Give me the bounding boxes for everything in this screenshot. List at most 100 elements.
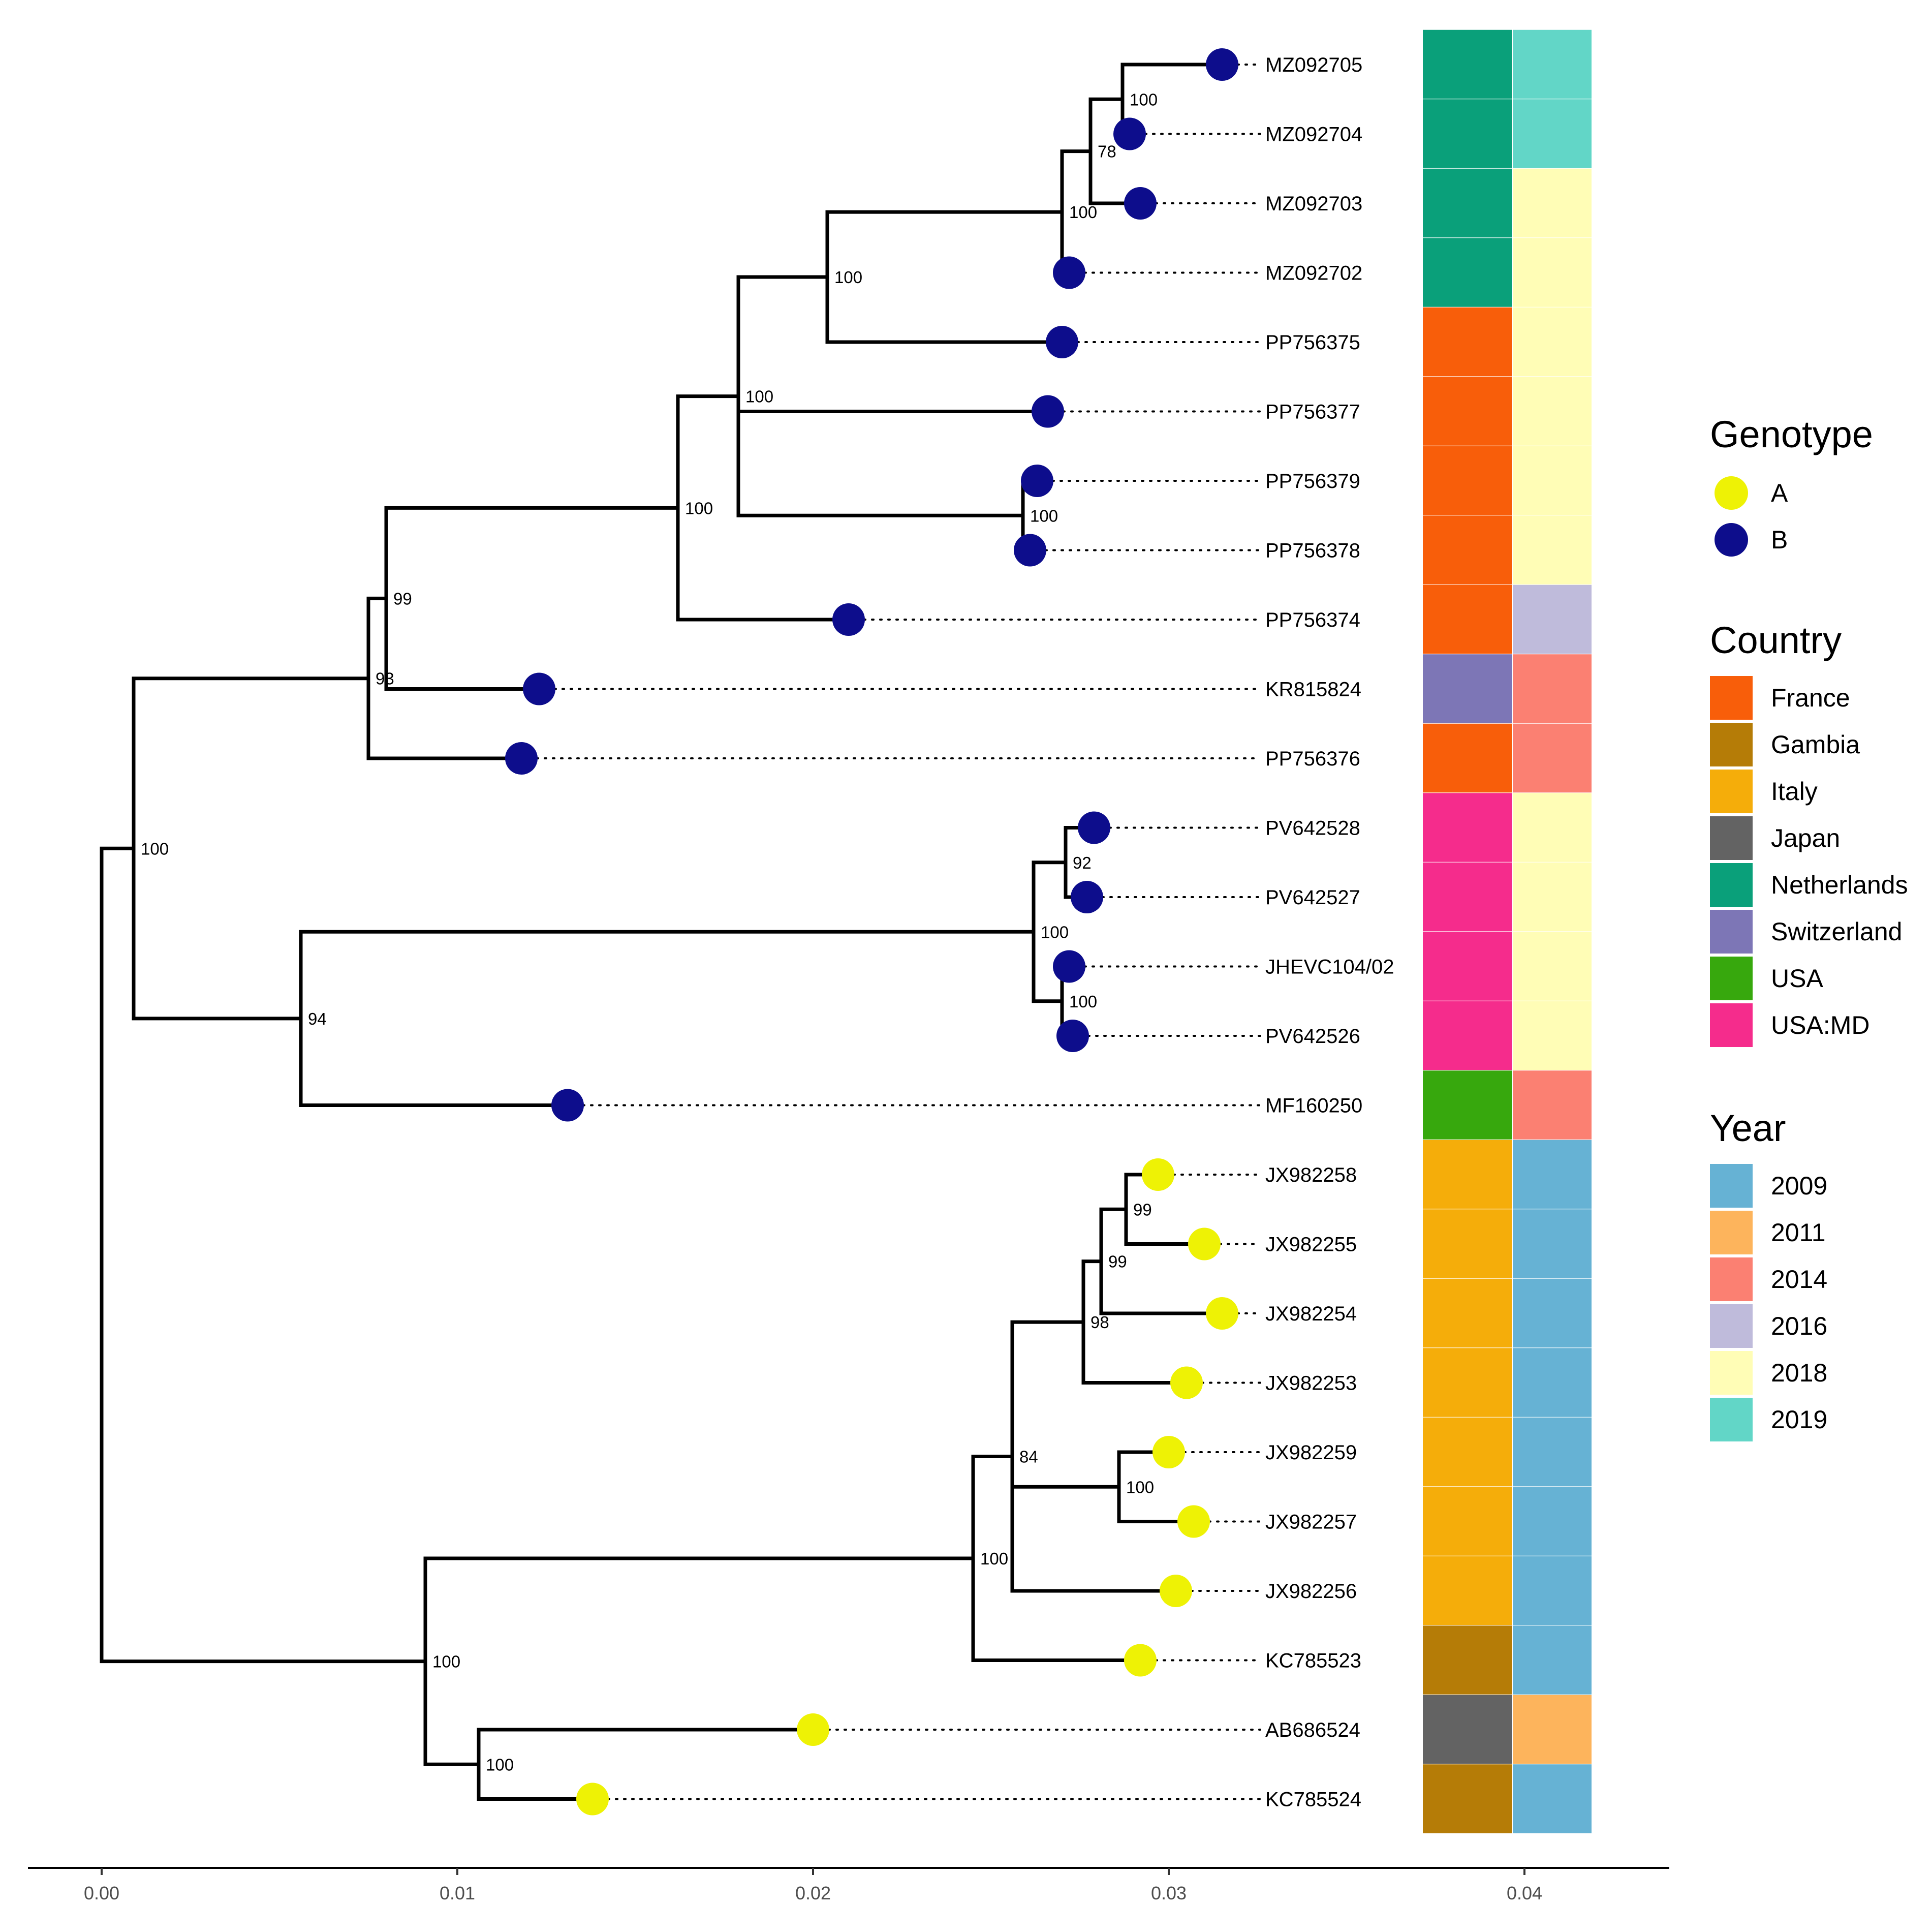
heatmap-cell-country	[1423, 1278, 1512, 1348]
tip-label: AB686524	[1265, 1719, 1360, 1741]
tip-label: MZ092702	[1265, 262, 1362, 285]
heatmap-cell-year	[1513, 1556, 1592, 1625]
legend-swatch-year	[1710, 1257, 1753, 1301]
heatmap-cell-country	[1423, 1625, 1512, 1695]
heatmap-cell-country	[1423, 654, 1512, 723]
tip-point-genotype-A	[1152, 1436, 1185, 1468]
tip-point-genotype-B	[1053, 256, 1085, 289]
heatmap-cell-country	[1423, 1070, 1512, 1140]
x-axis-tick-label: 0.04	[1507, 1883, 1542, 1903]
tree-branches	[100, 63, 1222, 1801]
tip-point-genotype-A	[1206, 1297, 1238, 1330]
tip-label: MZ092703	[1265, 193, 1362, 215]
support-label-n9: 100	[1130, 90, 1158, 109]
legend-swatch-country	[1710, 816, 1753, 860]
heatmap-cell-country	[1423, 1556, 1512, 1625]
legend-label-country: USA:MD	[1771, 1011, 1869, 1039]
heatmap-cell-year	[1513, 1209, 1592, 1278]
heatmap-cell-country	[1423, 29, 1512, 99]
tip-point-genotype-A	[1170, 1366, 1203, 1399]
tip-point-genotype-B	[832, 603, 865, 636]
legend-swatch-genotype-B	[1715, 523, 1748, 557]
heatmap-cell-country	[1423, 446, 1512, 515]
legend-label-country: USA	[1771, 964, 1823, 993]
legend-label-year: 2009	[1771, 1172, 1827, 1200]
legend-label-genotype: A	[1771, 479, 1788, 507]
tip-leader-lines	[536, 64, 1261, 1800]
support-label-n1: 100	[141, 839, 169, 858]
legend-label-country: Gambia	[1771, 730, 1860, 759]
support-label-n10: 100	[1030, 506, 1058, 525]
tip-label: JX982256	[1265, 1580, 1357, 1603]
bootstrap-support-labels: 100 93 99 100 100 100 100 78 100 100 94 100 100 92 100…	[141, 90, 1158, 1774]
x-axis-tick-label: 0.00	[84, 1883, 119, 1903]
legend-title-country: Country	[1710, 619, 1842, 661]
support-label-n22: 100	[486, 1755, 514, 1774]
heatmap-cell-year	[1513, 1695, 1592, 1764]
support-label-n21: 100	[1126, 1478, 1154, 1496]
legend-swatch-country	[1710, 723, 1753, 766]
support-label-n13: 100	[1069, 992, 1097, 1011]
legend-swatch-country	[1710, 676, 1753, 720]
tip-point-genotype-B	[1046, 326, 1078, 358]
heatmap-cell-country	[1423, 168, 1512, 238]
legend-title-year: Year	[1710, 1107, 1786, 1149]
heatmap-cell-year	[1513, 1278, 1592, 1348]
tip-label: PV642527	[1265, 886, 1360, 909]
tip-point-genotype-B	[523, 672, 555, 705]
support-label-n17: 84	[1019, 1448, 1038, 1466]
tip-label: KR815824	[1265, 679, 1361, 701]
legend-swatch-country	[1710, 770, 1753, 813]
legend-label-year: 2011	[1771, 1218, 1826, 1247]
metadata-heatmap	[1423, 29, 1592, 1833]
heatmap-cell-year	[1513, 793, 1592, 862]
heatmap-cell-year	[1513, 307, 1592, 377]
tip-point-genotype-A	[797, 1713, 829, 1746]
legend-swatch-country	[1710, 1003, 1753, 1047]
heatmap-cell-country	[1423, 1417, 1512, 1487]
heatmap-cell-year	[1513, 654, 1592, 723]
heatmap-cell-year	[1513, 1070, 1592, 1140]
tip-label: PV642526	[1265, 1025, 1360, 1048]
tip-label: PP756377	[1265, 401, 1360, 423]
tip-point-genotype-B	[1021, 465, 1053, 497]
tip-label: MZ092704	[1265, 124, 1362, 146]
heatmap-cell-country	[1423, 793, 1512, 862]
tip-label: PV642528	[1265, 817, 1360, 840]
tip-label: JX982255	[1265, 1234, 1357, 1256]
support-label-n7: 100	[1069, 203, 1097, 222]
tip-label: JHEVC104/02	[1265, 956, 1394, 978]
tip-point-genotype-B	[1206, 48, 1238, 81]
support-label-n19: 99	[1108, 1252, 1127, 1271]
x-axis-tick-label: 0.02	[795, 1883, 831, 1903]
tip-point-genotype-B	[1053, 950, 1085, 983]
tip-label: JX982258	[1265, 1164, 1357, 1186]
support-label-n2: 93	[376, 669, 394, 688]
legend-label-genotype: B	[1771, 526, 1788, 554]
heatmap-cell-year	[1513, 446, 1592, 515]
support-label-n4: 100	[685, 499, 713, 517]
tip-point-genotype-B	[1014, 534, 1046, 567]
legend-title-genotype: Genotype	[1710, 413, 1873, 455]
heatmap-cell-country	[1423, 1348, 1512, 1417]
tip-point-genotype-B	[1032, 395, 1064, 428]
tip-label: JX982254	[1265, 1303, 1357, 1325]
tip-label: KC785523	[1265, 1650, 1361, 1672]
heatmap-cell-country	[1423, 307, 1512, 377]
support-label-n3: 99	[393, 589, 412, 608]
heatmap-cell-country	[1423, 1140, 1512, 1209]
heatmap-cell-country	[1423, 99, 1512, 168]
tip-label: KC785524	[1265, 1789, 1361, 1811]
legend-swatch-country	[1710, 863, 1753, 907]
tip-points	[505, 48, 1238, 1816]
x-axis-tick-label: 0.01	[440, 1883, 475, 1903]
legend-swatch-year	[1710, 1398, 1753, 1441]
tip-point-genotype-A	[1188, 1227, 1221, 1261]
legend-label-country: Switzerland	[1771, 917, 1902, 946]
legend-label-country: France	[1771, 684, 1850, 712]
legend-swatch-year	[1710, 1351, 1753, 1395]
heatmap-cell-year	[1513, 1625, 1592, 1695]
heatmap-cell-country	[1423, 862, 1512, 932]
support-label-n12: 100	[1041, 923, 1069, 941]
heatmap-cell-year	[1513, 1417, 1592, 1487]
